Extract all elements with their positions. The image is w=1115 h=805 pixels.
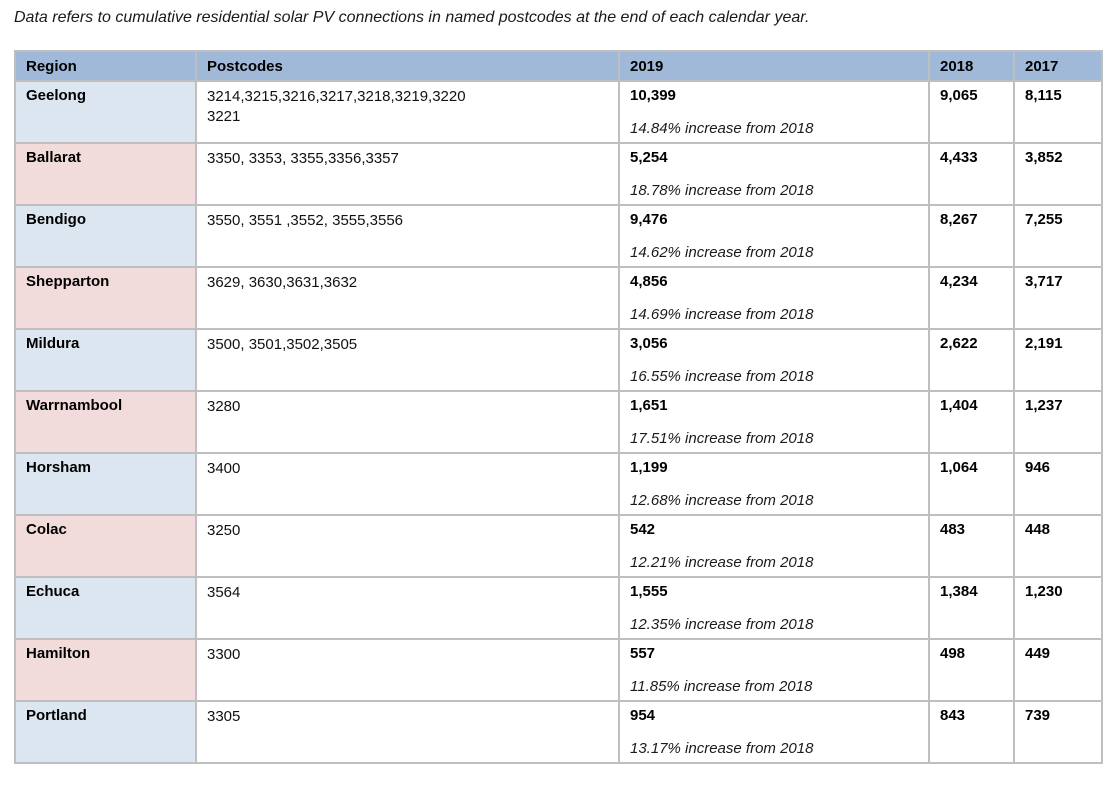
column-header-2018: 2018	[928, 50, 1015, 82]
value-2019-cell: 1,199 12.68% increase from 2018	[618, 452, 930, 516]
value-2017-cell: 8,115	[1013, 80, 1103, 144]
value-2018-cell: 1,064	[928, 452, 1015, 516]
column-header-region: Region	[14, 50, 197, 82]
table-row: Bendigo 3550, 3551 ,3552, 3555,3556 9,47…	[14, 204, 1103, 268]
region-cell: Geelong	[14, 80, 197, 144]
value-2018-cell: 2,622	[928, 328, 1015, 392]
value-2017-cell: 3,717	[1013, 266, 1103, 330]
column-header-2017: 2017	[1013, 50, 1103, 82]
value-2019: 4,856	[630, 273, 668, 290]
value-2018-cell: 4,433	[928, 142, 1015, 206]
value-2019: 1,555	[630, 583, 668, 600]
document-page: Data refers to cumulative residential so…	[14, 9, 1103, 764]
postcodes-cell: 3564	[195, 576, 620, 640]
value-2019-cell: 5,254 18.78% increase from 2018	[618, 142, 930, 206]
region-cell: Hamilton	[14, 638, 197, 702]
region-cell: Bendigo	[14, 204, 197, 268]
postcodes-cell: 3629, 3630,3631,3632	[195, 266, 620, 330]
region-cell: Warrnambool	[14, 390, 197, 454]
region-cell: Horsham	[14, 452, 197, 516]
value-2019-cell: 10,399 14.84% increase from 2018	[618, 80, 930, 144]
value-2018-cell: 483	[928, 514, 1015, 578]
increase-from-2018-note: 14.84% increase from 2018	[630, 120, 814, 137]
region-cell: Colac	[14, 514, 197, 578]
value-2019-cell: 557 11.85% increase from 2018	[618, 638, 930, 702]
increase-from-2018-note: 18.78% increase from 2018	[630, 182, 814, 199]
value-2018-cell: 4,234	[928, 266, 1015, 330]
table-row: Hamilton 3300 557 11.85% increase from 2…	[14, 638, 1103, 702]
value-2018-cell: 8,267	[928, 204, 1015, 268]
value-2018-cell: 9,065	[928, 80, 1015, 144]
table-row: Colac 3250 542 12.21% increase from 2018…	[14, 514, 1103, 578]
postcodes-cell: 3280	[195, 390, 620, 454]
value-2019: 10,399	[630, 87, 676, 104]
value-2019-cell: 1,651 17.51% increase from 2018	[618, 390, 930, 454]
postcodes-cell: 3550, 3551 ,3552, 3555,3556	[195, 204, 620, 268]
region-cell: Echuca	[14, 576, 197, 640]
value-2017-cell: 1,237	[1013, 390, 1103, 454]
column-header-postcodes: Postcodes	[195, 50, 620, 82]
region-cell: Portland	[14, 700, 197, 764]
postcodes-cell: 3350, 3353, 3355,3356,3357	[195, 142, 620, 206]
value-2019: 954	[630, 707, 656, 724]
region-cell: Shepparton	[14, 266, 197, 330]
increase-from-2018-note: 14.69% increase from 2018	[630, 306, 814, 323]
increase-from-2018-note: 14.62% increase from 2018	[630, 244, 814, 261]
value-2019-cell: 542 12.21% increase from 2018	[618, 514, 930, 578]
postcodes-cell: 3300	[195, 638, 620, 702]
table-row: Ballarat 3350, 3353, 3355,3356,3357 5,25…	[14, 142, 1103, 206]
value-2018-cell: 1,384	[928, 576, 1015, 640]
value-2018-cell: 1,404	[928, 390, 1015, 454]
value-2017-cell: 946	[1013, 452, 1103, 516]
value-2019-cell: 9,476 14.62% increase from 2018	[618, 204, 930, 268]
value-2017-cell: 1,230	[1013, 576, 1103, 640]
value-2019: 1,651	[630, 397, 668, 414]
value-2019: 9,476	[630, 211, 668, 228]
value-2019-cell: 4,856 14.69% increase from 2018	[618, 266, 930, 330]
postcodes-cell: 3305	[195, 700, 620, 764]
postcodes-cell: 3500, 3501,3502,3505	[195, 328, 620, 392]
value-2019-cell: 1,555 12.35% increase from 2018	[618, 576, 930, 640]
region-cell: Ballarat	[14, 142, 197, 206]
value-2017-cell: 448	[1013, 514, 1103, 578]
value-2017-cell: 739	[1013, 700, 1103, 764]
table-row: Geelong 3214,3215,3216,3217,3218,3219,32…	[14, 80, 1103, 144]
column-header-2019: 2019	[618, 50, 930, 82]
value-2018-cell: 498	[928, 638, 1015, 702]
increase-from-2018-note: 12.21% increase from 2018	[630, 554, 814, 571]
increase-from-2018-note: 16.55% increase from 2018	[630, 368, 814, 385]
value-2019: 1,199	[630, 459, 668, 476]
table-row: Shepparton 3629, 3630,3631,3632 4,856 14…	[14, 266, 1103, 330]
table-row: Mildura 3500, 3501,3502,3505 3,056 16.55…	[14, 328, 1103, 392]
value-2018-cell: 843	[928, 700, 1015, 764]
table-row: Portland 3305 954 13.17% increase from 2…	[14, 700, 1103, 764]
value-2017-cell: 449	[1013, 638, 1103, 702]
value-2019: 5,254	[630, 149, 668, 166]
increase-from-2018-note: 12.68% increase from 2018	[630, 492, 814, 509]
postcodes-cell: 3250	[195, 514, 620, 578]
value-2019-cell: 3,056 16.55% increase from 2018	[618, 328, 930, 392]
postcodes-cell: 3214,3215,3216,3217,3218,3219,3220 3221	[195, 80, 620, 144]
table-row: Echuca 3564 1,555 12.35% increase from 2…	[14, 576, 1103, 640]
solar-pv-connections-table: Region Postcodes 2019 2018 2017 Geelong …	[14, 50, 1103, 764]
increase-from-2018-note: 13.17% increase from 2018	[630, 740, 814, 757]
postcodes-cell: 3400	[195, 452, 620, 516]
table-row: Warrnambool 3280 1,651 17.51% increase f…	[14, 390, 1103, 454]
value-2019-cell: 954 13.17% increase from 2018	[618, 700, 930, 764]
value-2017-cell: 3,852	[1013, 142, 1103, 206]
table-row: Horsham 3400 1,199 12.68% increase from …	[14, 452, 1103, 516]
table-caption: Data refers to cumulative residential so…	[14, 9, 810, 26]
increase-from-2018-note: 12.35% increase from 2018	[630, 616, 814, 633]
value-2019: 542	[630, 521, 656, 538]
value-2017-cell: 7,255	[1013, 204, 1103, 268]
value-2019: 3,056	[630, 335, 668, 352]
region-cell: Mildura	[14, 328, 197, 392]
value-2017-cell: 2,191	[1013, 328, 1103, 392]
table-header-row: Region Postcodes 2019 2018 2017	[14, 50, 1103, 82]
increase-from-2018-note: 17.51% increase from 2018	[630, 430, 814, 447]
value-2019: 557	[630, 645, 656, 662]
increase-from-2018-note: 11.85% increase from 2018	[630, 678, 813, 695]
